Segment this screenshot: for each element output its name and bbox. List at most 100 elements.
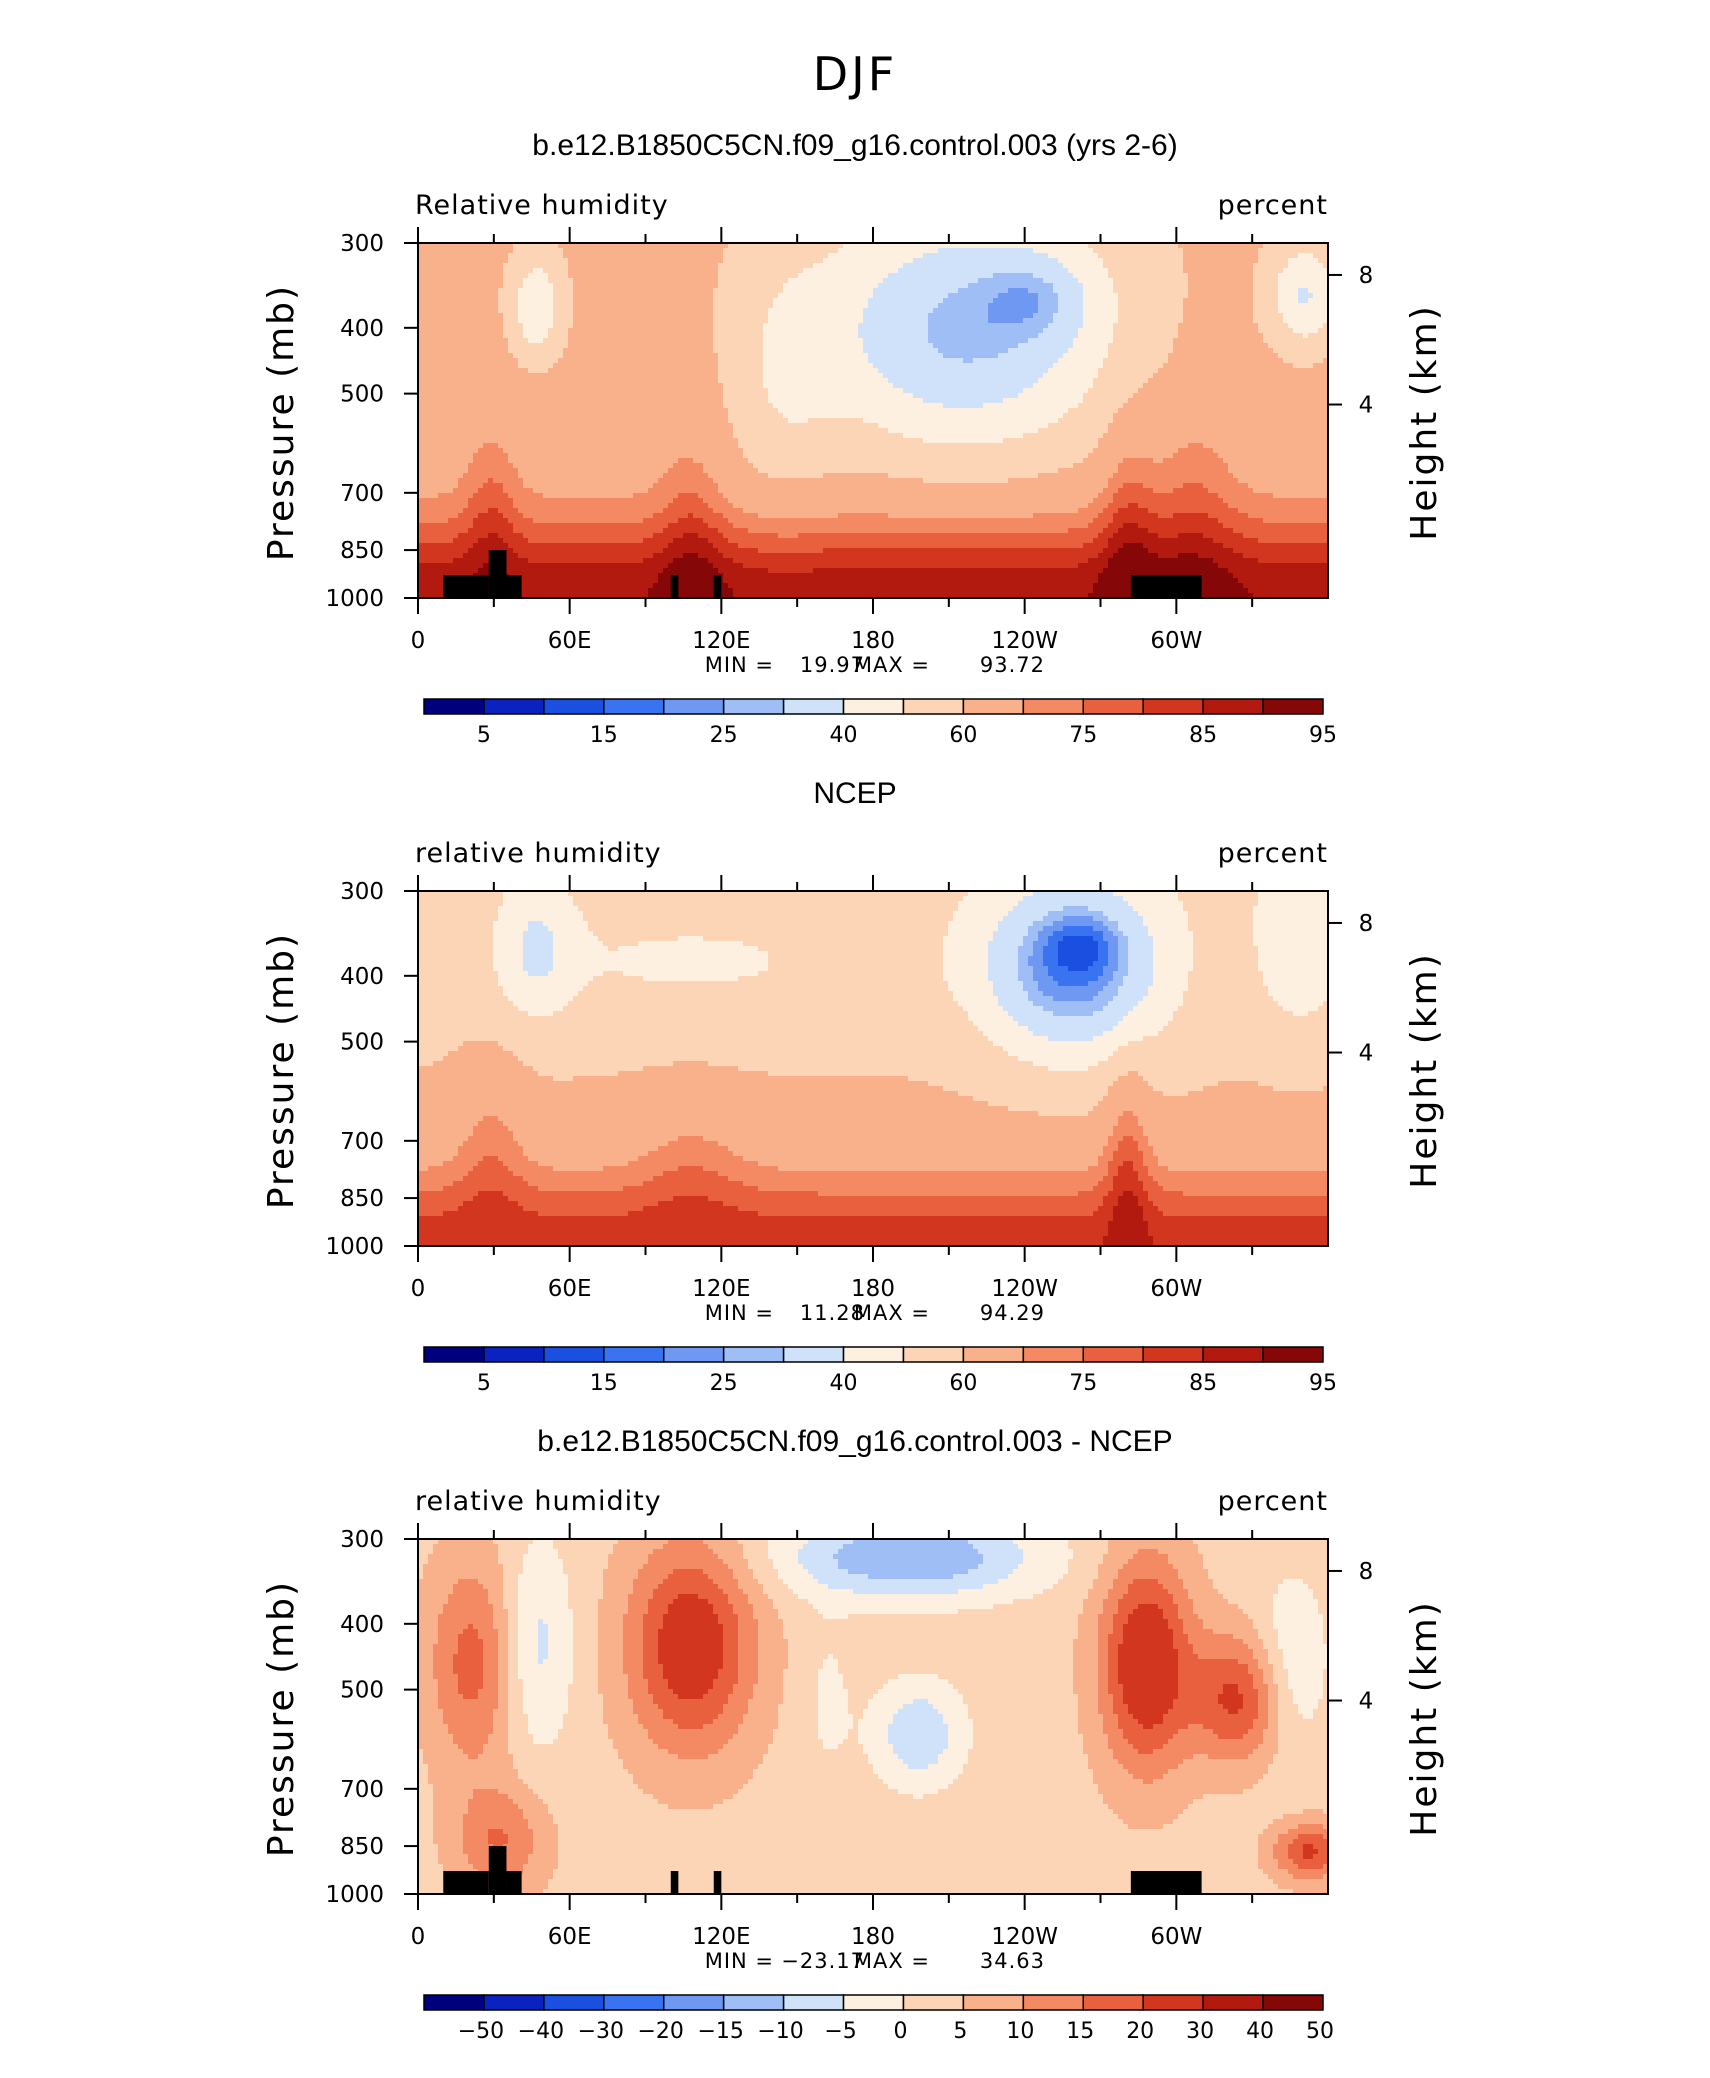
contour-cell <box>1263 253 1269 259</box>
contour-cell <box>688 278 694 284</box>
contour-cell <box>1068 298 1074 304</box>
contour-cell <box>1038 318 1044 324</box>
contour-cell <box>653 273 659 279</box>
contour-cell <box>913 288 919 294</box>
contour-cell <box>1223 303 1229 309</box>
contour-cell <box>1003 348 1009 354</box>
contour-cell <box>468 313 474 319</box>
contour-cell <box>1298 268 1304 274</box>
contour-cell <box>1123 303 1129 309</box>
contour-cell <box>748 318 754 324</box>
contour-cell <box>1143 333 1149 339</box>
contour-cell <box>1128 348 1134 354</box>
contour-cell <box>1163 308 1169 314</box>
contour-cell <box>1173 343 1179 349</box>
contour-cell <box>818 333 824 339</box>
contour-cell <box>788 258 794 264</box>
contour-cell <box>1063 263 1069 269</box>
contour-cell <box>448 288 454 294</box>
contour-cell <box>538 303 544 309</box>
contour-cell <box>1318 303 1324 309</box>
contour-cell <box>543 343 549 349</box>
contour-cell <box>1148 368 1154 374</box>
contour-cell <box>1203 253 1209 259</box>
contour-cell <box>1073 373 1079 379</box>
contour-cell <box>758 303 764 309</box>
contour-cell <box>1228 253 1234 259</box>
contour-cell <box>743 293 749 299</box>
contour-cell <box>418 248 424 254</box>
contour-cell <box>1073 268 1079 274</box>
contour-cell <box>1128 268 1134 274</box>
contour-cell <box>1263 363 1269 369</box>
contour-cell <box>593 363 599 369</box>
contour-cell <box>813 318 819 324</box>
contour-cell <box>598 253 604 259</box>
contour-cell <box>883 363 889 369</box>
contour-cell <box>658 273 664 279</box>
contour-cell <box>518 293 524 299</box>
contour-cell <box>733 313 739 319</box>
contour-cell <box>1108 348 1114 354</box>
contour-cell <box>558 253 564 259</box>
contour-cell <box>563 333 569 339</box>
contour-cell <box>968 333 974 339</box>
contour-cell <box>1008 288 1014 294</box>
contour-cell <box>983 243 989 249</box>
contour-cell <box>758 308 764 314</box>
contour-cell <box>543 278 549 284</box>
contour-cell <box>1038 338 1044 344</box>
contour-cell <box>833 248 839 254</box>
contour-cell <box>878 273 884 279</box>
contour-cell <box>1273 283 1279 289</box>
contour-cell <box>1038 368 1044 374</box>
contour-cell <box>798 243 804 249</box>
contour-cell <box>1263 353 1269 359</box>
contour-cell <box>1298 298 1304 304</box>
contour-cell <box>1098 343 1104 349</box>
contour-cell <box>1303 288 1309 294</box>
contour-cell <box>663 308 669 314</box>
contour-cell <box>1118 298 1124 304</box>
contour-cell <box>943 313 949 319</box>
contour-cell <box>523 333 529 339</box>
contour-cell <box>678 373 684 379</box>
contour-cell <box>1103 373 1109 379</box>
contour-cell <box>533 253 539 259</box>
contour-cell <box>1293 293 1299 299</box>
contour-cell <box>628 258 634 264</box>
contour-cell <box>1123 268 1129 274</box>
contour-cell <box>1163 243 1169 249</box>
contour-cell <box>958 298 964 304</box>
contour-cell <box>468 363 474 369</box>
contour-cell <box>798 273 804 279</box>
contour-cell <box>1148 308 1154 314</box>
contour-cell <box>1263 373 1269 379</box>
contour-cell <box>1153 323 1159 329</box>
contour-cell <box>848 348 854 354</box>
contour-cell <box>1138 368 1144 374</box>
contour-cell <box>578 298 584 304</box>
contour-cell <box>538 368 544 374</box>
contour-cell <box>1243 328 1249 334</box>
contour-cell <box>798 263 804 269</box>
contour-cell <box>1003 298 1009 304</box>
contour-cell <box>1228 323 1234 329</box>
contour-cell <box>1013 373 1019 379</box>
contour-cell <box>858 278 864 284</box>
contour-cell <box>1133 338 1139 344</box>
contour-cell <box>748 353 754 359</box>
contour-cell <box>1263 278 1269 284</box>
contour-cell <box>598 298 604 304</box>
contour-cell <box>683 353 689 359</box>
contour-cell <box>493 368 499 374</box>
contour-cell <box>673 308 679 314</box>
contour-cell <box>1168 368 1174 374</box>
contour-cell <box>1028 263 1034 269</box>
contour-cell <box>923 343 929 349</box>
contour-cell <box>1023 363 1029 369</box>
contour-cell <box>1108 373 1114 379</box>
contour-cell <box>563 373 569 379</box>
contour-cell <box>678 243 684 249</box>
contour-cell <box>903 373 909 379</box>
